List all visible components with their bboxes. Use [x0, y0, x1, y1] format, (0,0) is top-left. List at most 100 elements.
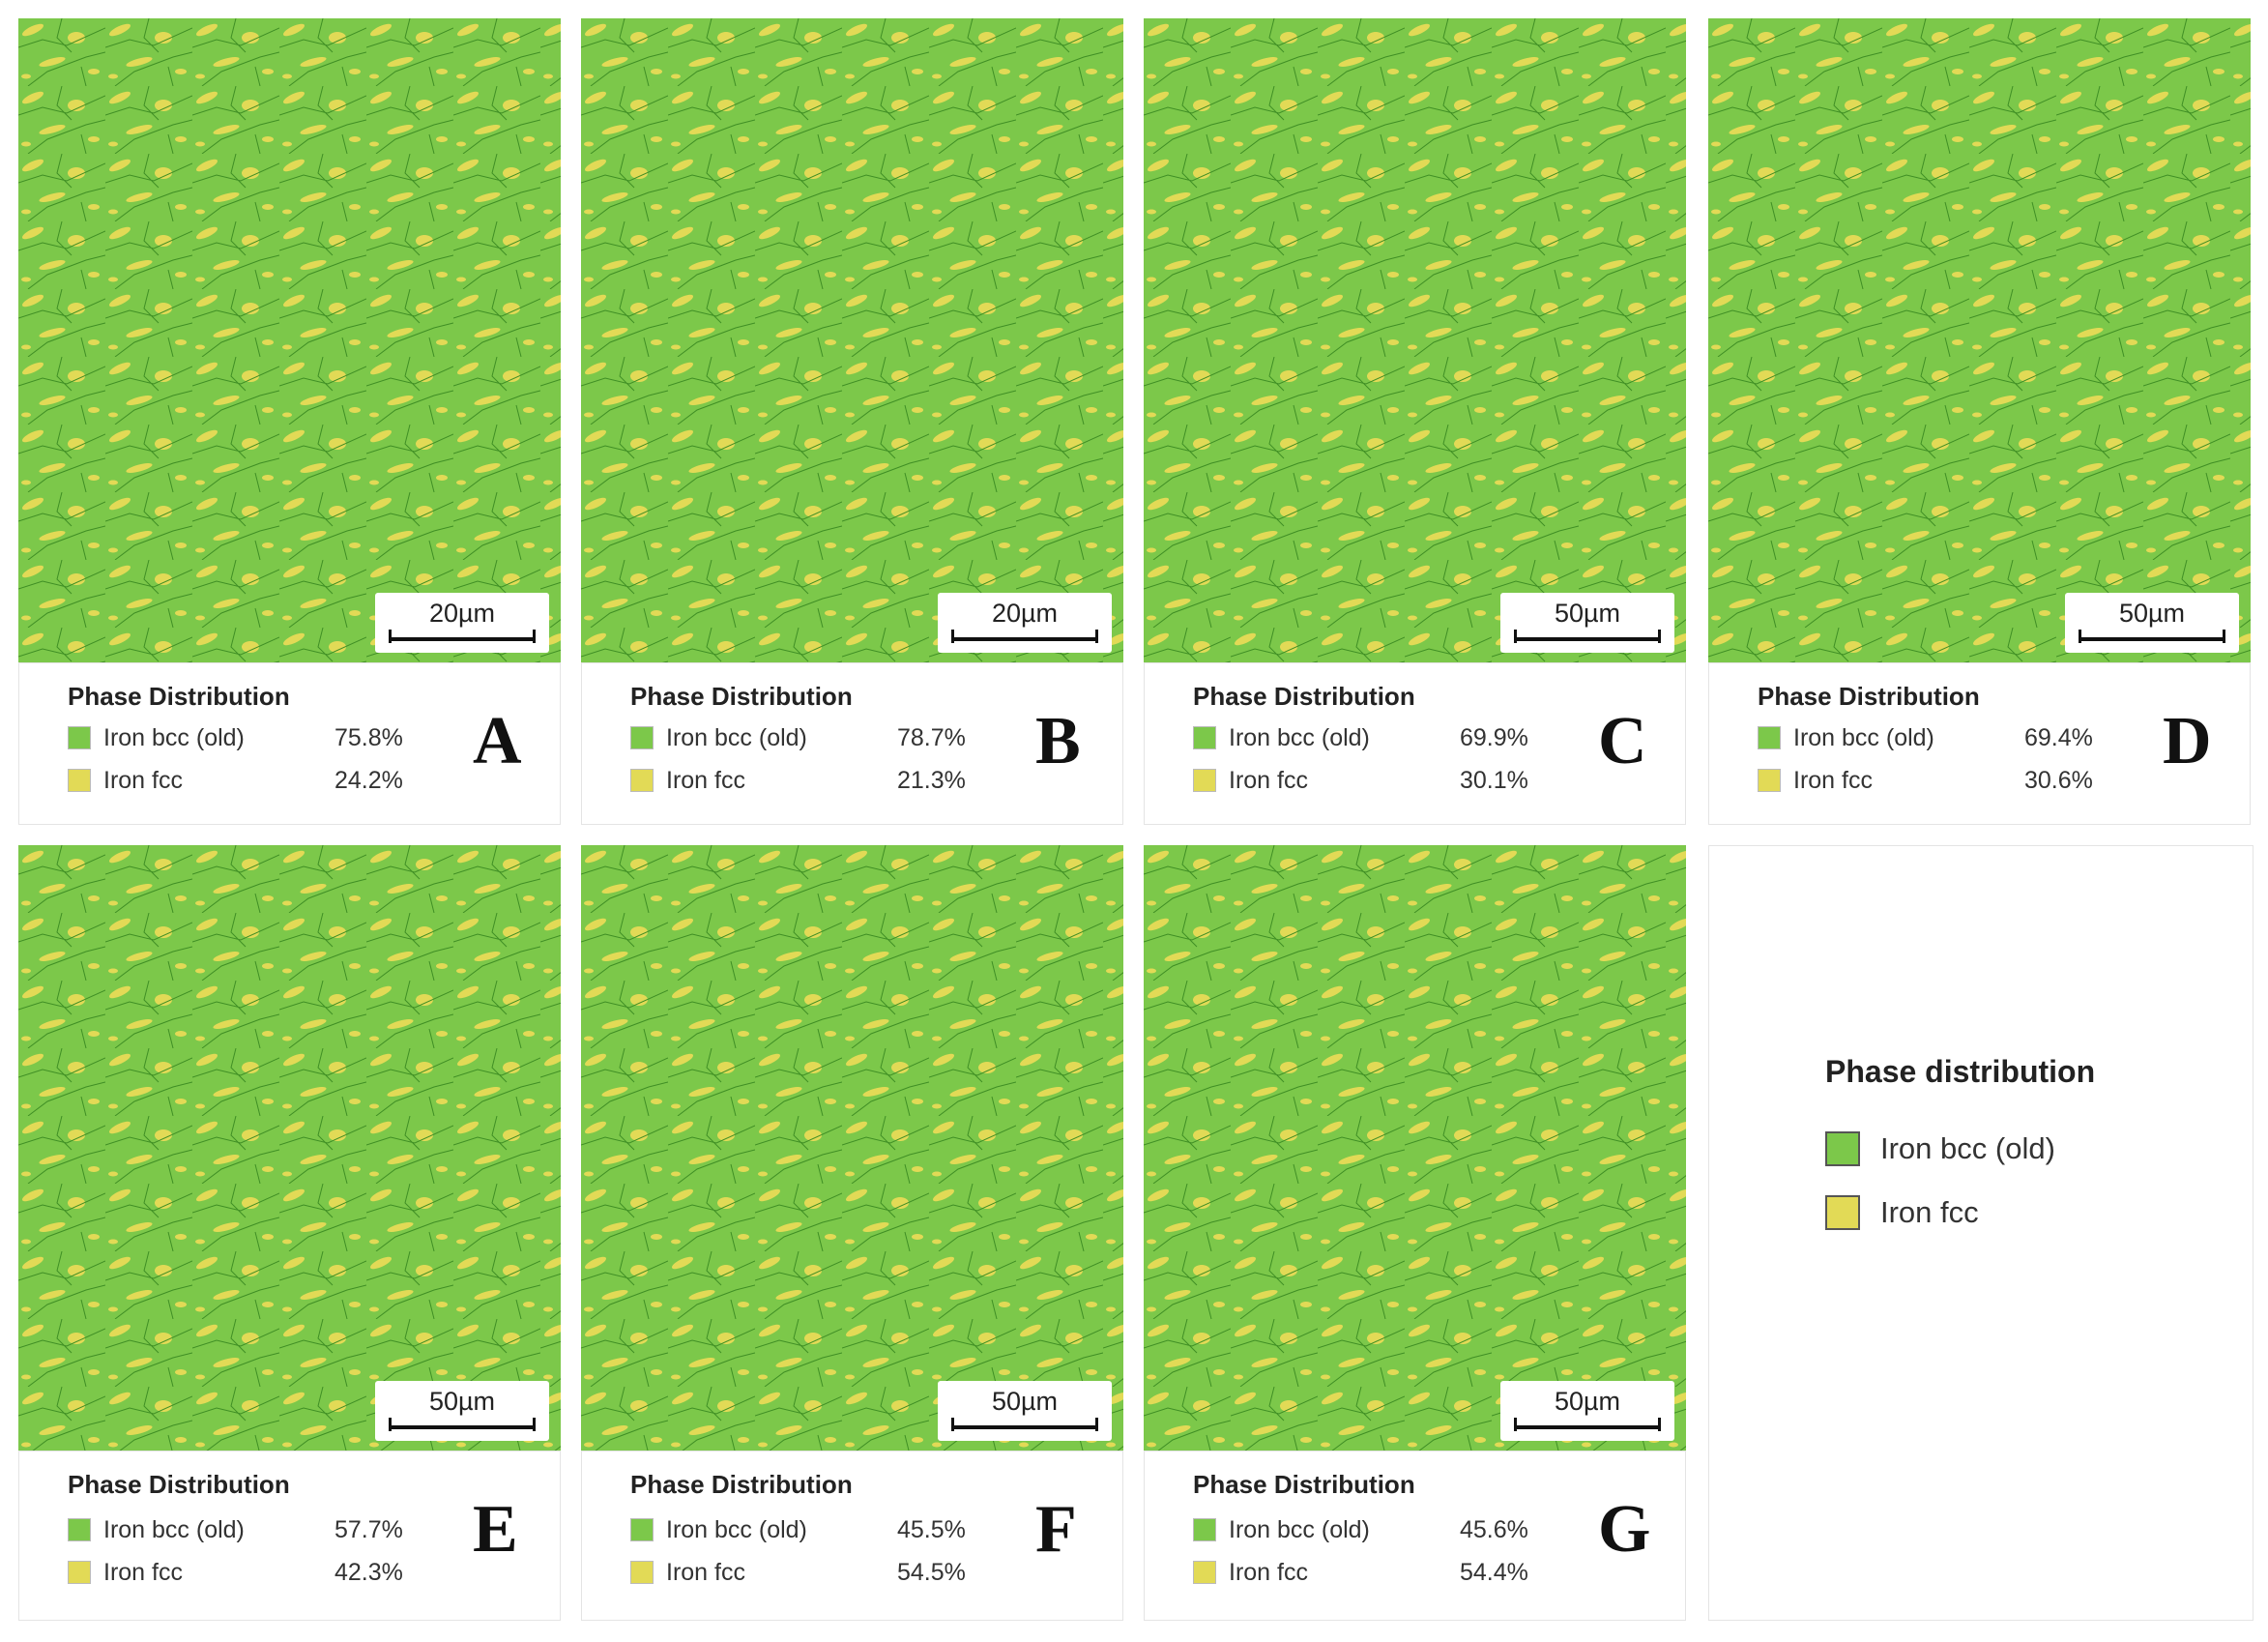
scale-bar	[951, 637, 1098, 641]
legend-swatch	[630, 1518, 654, 1541]
scale-tick	[1514, 630, 1517, 643]
scale-box	[938, 593, 1112, 653]
scale-bar	[389, 1425, 536, 1429]
panel-letter: D	[2163, 704, 2212, 778]
phase-name: Iron bcc (old)	[103, 1516, 245, 1543]
panel-letter: F	[1035, 1492, 1077, 1567]
legend-box	[18, 1451, 561, 1621]
scale-label: 20µm	[991, 599, 1059, 628]
phase-name: Iron fcc	[103, 767, 183, 794]
phase-share: 45.5%	[897, 1516, 966, 1543]
scale-label: 50µm	[2118, 599, 2186, 628]
legend-box	[18, 662, 561, 825]
legend-swatch	[1758, 726, 1781, 749]
legend-swatch	[1825, 1195, 1860, 1230]
phase-name: Iron fcc	[666, 1559, 745, 1586]
phase-name: Iron fcc	[1793, 767, 1873, 794]
phase-name: Iron fcc	[666, 767, 745, 794]
scale-label: 50µm	[428, 1387, 496, 1416]
legend-title: Phase Distribution	[1193, 682, 1415, 711]
phase-name: Iron bcc (old)	[103, 724, 245, 751]
panel-letter: E	[473, 1492, 518, 1567]
map-texture	[581, 18, 1123, 662]
scale-label: 20µm	[428, 599, 496, 628]
scale-bar	[1514, 1425, 1661, 1429]
scale-tick	[2223, 630, 2225, 643]
panel-letter: C	[1598, 704, 1647, 778]
scale-tick	[389, 630, 392, 643]
panel-letter: G	[1598, 1492, 1651, 1567]
phase-share: 42.3%	[334, 1559, 403, 1586]
phase-name: Iron bcc (old)	[1793, 724, 1934, 751]
map-texture	[1144, 845, 1686, 1451]
legend-title: Phase Distribution	[630, 682, 853, 711]
panel-letter: B	[1035, 704, 1081, 778]
panel-letter: A	[473, 704, 522, 778]
scale-tick	[951, 1418, 954, 1431]
phase-map	[18, 18, 561, 662]
legend-swatch	[1193, 726, 1216, 749]
phase-share: 21.3%	[897, 767, 966, 794]
scale-tick	[1658, 630, 1661, 643]
legend-swatch	[630, 769, 654, 792]
scale-label: 50µm	[991, 1387, 1059, 1416]
legend-swatch	[68, 1561, 91, 1584]
legend-swatch	[1193, 769, 1216, 792]
legend-item: Iron fcc	[1880, 1195, 1979, 1229]
map-texture	[581, 845, 1123, 1451]
phase-share: 30.6%	[2024, 767, 2093, 794]
phase-name: Iron bcc (old)	[666, 1516, 807, 1543]
phase-name: Iron fcc	[103, 1559, 183, 1586]
scale-label: 50µm	[1554, 1387, 1621, 1416]
legend-box	[1708, 662, 2251, 825]
legend-item: Iron bcc (old)	[1880, 1131, 2055, 1165]
scale-bar	[1514, 637, 1661, 641]
legend-swatch	[68, 726, 91, 749]
legend-panel	[1708, 845, 2253, 1621]
legend-panel-title: Phase distribution	[1825, 1054, 2096, 1089]
legend-title: Phase Distribution	[68, 682, 290, 711]
scale-tick	[533, 630, 536, 643]
scale-tick	[1658, 1418, 1661, 1431]
legend-box	[581, 662, 1123, 825]
scale-tick	[389, 1418, 392, 1431]
phase-share: 54.4%	[1460, 1559, 1528, 1586]
phase-map	[581, 18, 1123, 662]
map-texture	[18, 18, 561, 662]
scale-box	[2065, 593, 2239, 653]
legend-swatch	[68, 1518, 91, 1541]
phase-share: 45.6%	[1460, 1516, 1528, 1543]
scale-bar	[2079, 637, 2225, 641]
phase-share: 30.1%	[1460, 767, 1528, 794]
legend-swatch	[1193, 1518, 1216, 1541]
map-texture	[18, 845, 561, 1451]
scale-label: 50µm	[1554, 599, 1621, 628]
phase-map	[1708, 18, 2251, 662]
phase-map	[18, 845, 561, 1451]
phase-share: 24.2%	[334, 767, 403, 794]
scale-tick	[1514, 1418, 1517, 1431]
scale-tick	[1095, 1418, 1098, 1431]
phase-map	[581, 845, 1123, 1451]
legend-box	[581, 1451, 1123, 1621]
legend-box	[1144, 1451, 1686, 1621]
legend-swatch	[630, 1561, 654, 1584]
legend-swatch	[1825, 1131, 1860, 1166]
legend-title: Phase Distribution	[1758, 682, 1980, 711]
legend-title: Phase Distribution	[68, 1470, 290, 1499]
legend-box	[1144, 662, 1686, 825]
scale-box	[1500, 593, 1674, 653]
phase-share: 69.9%	[1460, 724, 1528, 751]
scale-box	[938, 1381, 1112, 1441]
phase-map	[1144, 845, 1686, 1451]
legend-swatch	[1758, 769, 1781, 792]
phase-name: Iron fcc	[1229, 767, 1308, 794]
scale-tick	[2079, 630, 2081, 643]
map-texture	[1144, 18, 1686, 662]
scale-bar	[389, 637, 536, 641]
phase-share: 75.8%	[334, 724, 403, 751]
map-texture	[1708, 18, 2251, 662]
phase-name: Iron fcc	[1229, 1559, 1308, 1586]
scale-box	[1500, 1381, 1674, 1441]
phase-share: 54.5%	[897, 1559, 966, 1586]
